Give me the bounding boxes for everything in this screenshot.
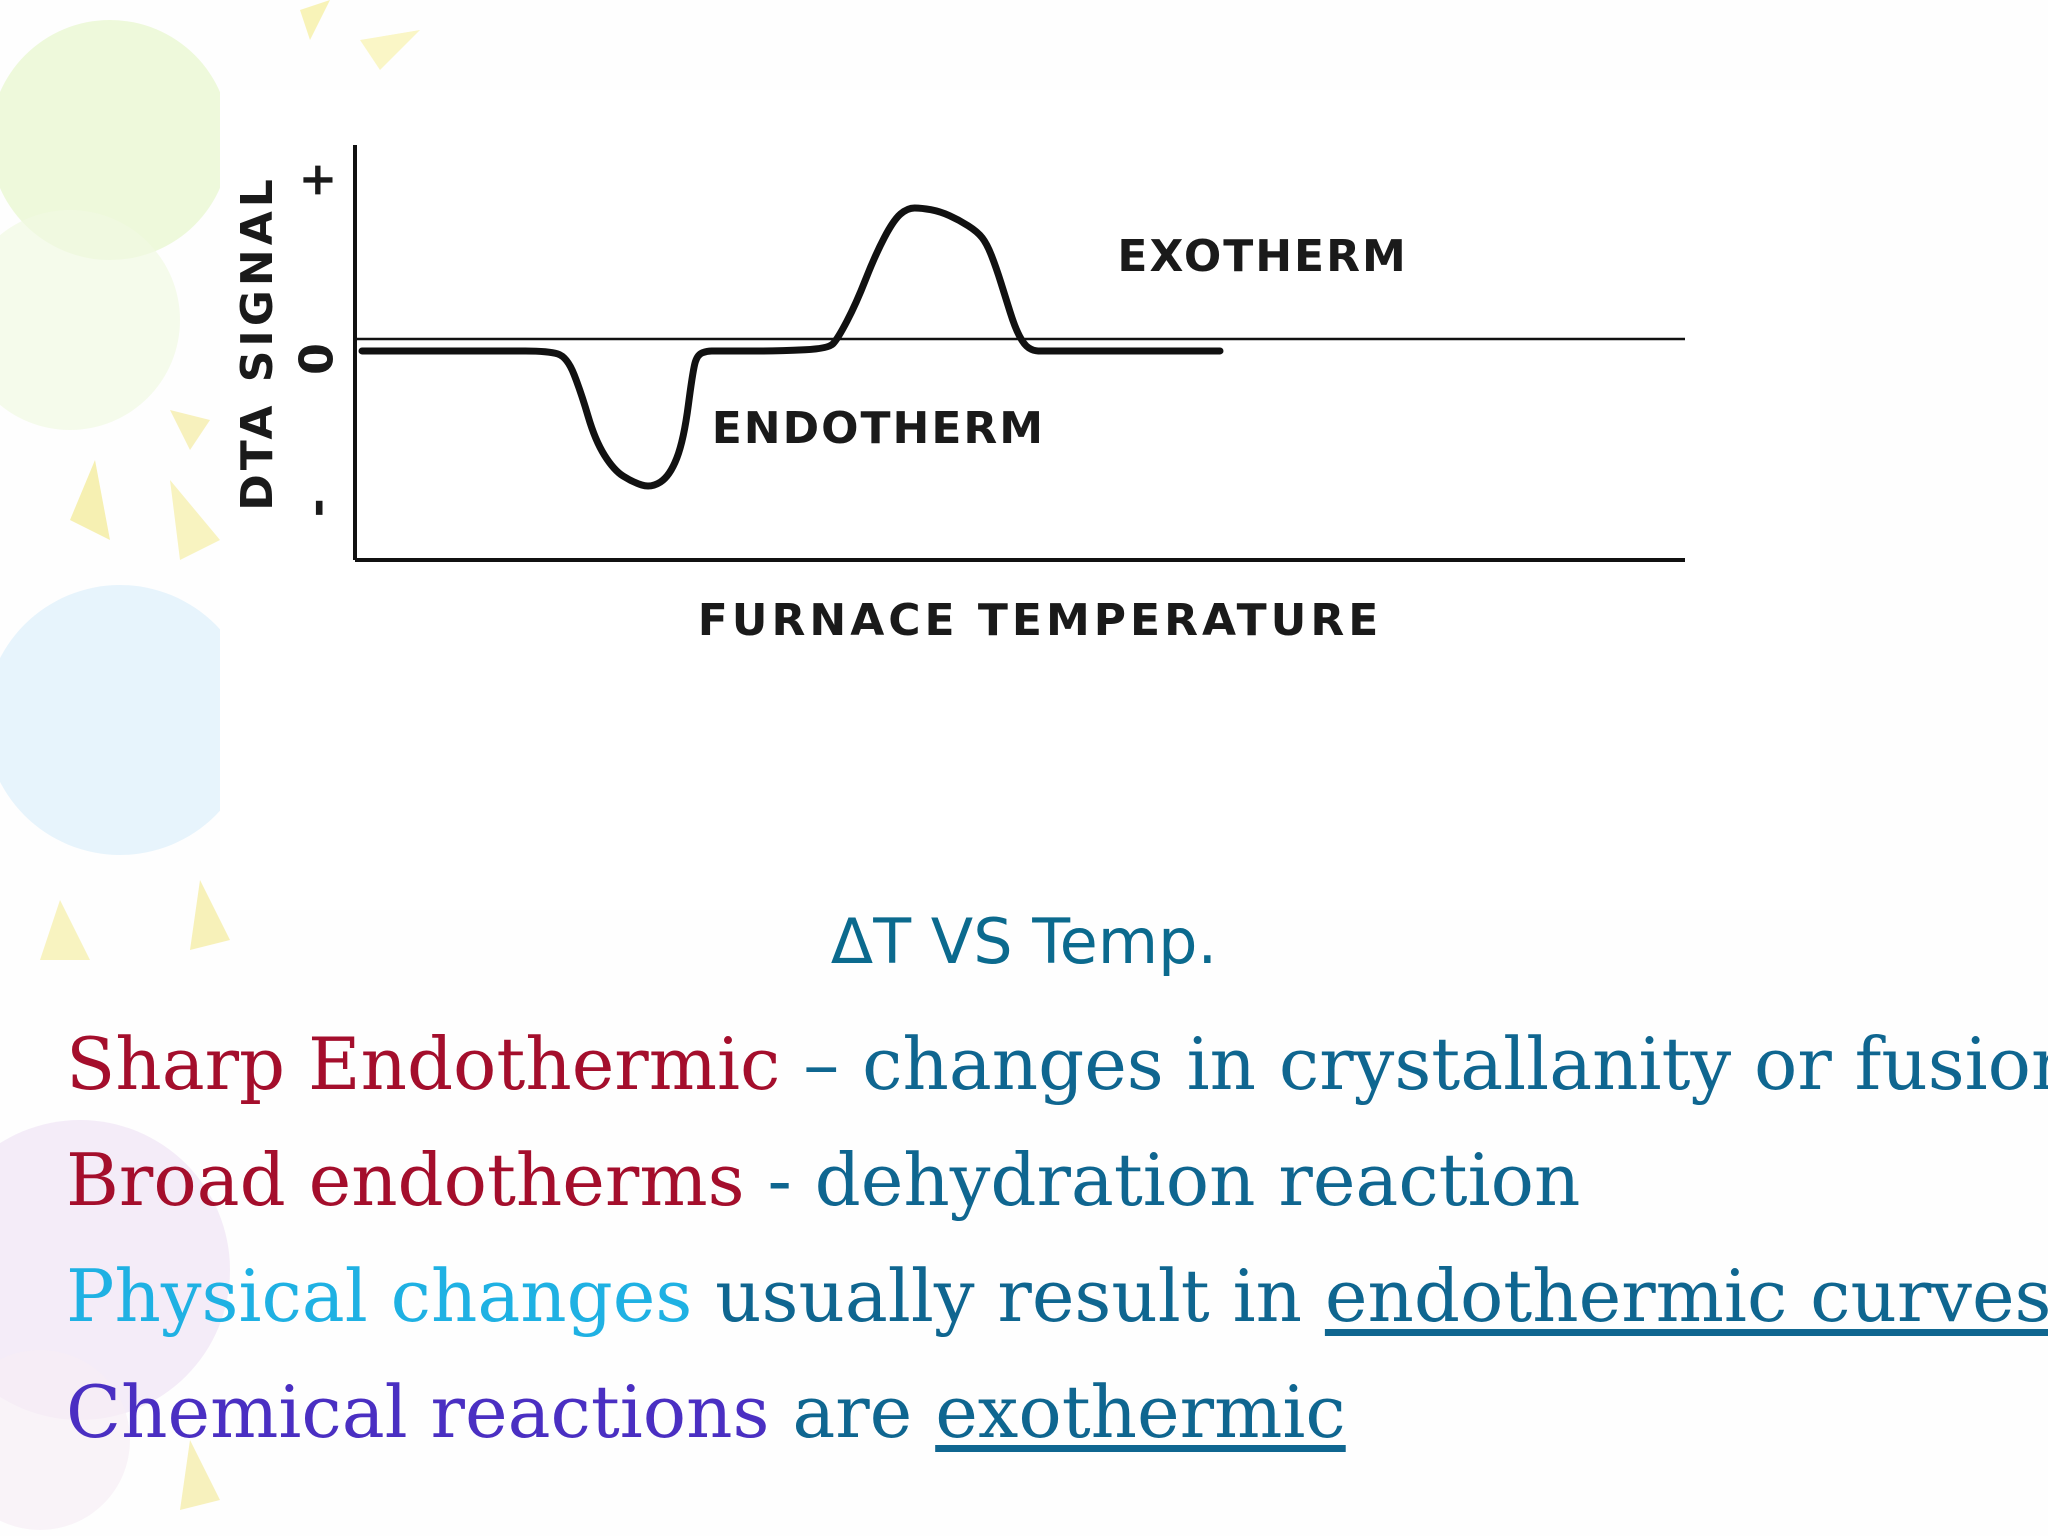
- deco-ray: [360, 30, 420, 70]
- label-layer: +0 -DTA SIGNAL FURNACE TEMPERATURE EXOTHERM…: [232, 161, 1407, 646]
- x-axis-label: FURNACE TEMPERATURE: [698, 595, 1383, 646]
- deco-ray: [70, 460, 110, 540]
- y-axis-label: DTA SIGNAL: [232, 175, 283, 511]
- line-4-part-1: Chemical reactions: [66, 1370, 770, 1454]
- line-3-part-3: endothermic curves: [1324, 1254, 2048, 1338]
- deco-blue-blob: [0, 585, 255, 855]
- bullet-line-3: Physical changes usually result in endot…: [66, 1254, 2048, 1338]
- line-2-part-1: Broad endotherms: [66, 1138, 768, 1222]
- deco-ray: [190, 880, 230, 950]
- y-tick-label: 0: [290, 343, 344, 375]
- deco-pink-blob: [0, 1350, 130, 1530]
- line-4-part-3: exothermic: [935, 1370, 1346, 1454]
- deco-ray: [300, 0, 330, 40]
- deco-ray: [180, 1440, 220, 1510]
- bullet-line-2: Broad endotherms - dehydration reaction: [66, 1138, 1580, 1222]
- dta-curve: [358, 204, 1224, 490]
- deco-ray: [170, 410, 210, 450]
- line-1-part-1: Sharp Endothermic: [66, 1022, 781, 1106]
- line-2-part-2: - dehydration reaction: [767, 1138, 1581, 1222]
- dta-chart: +0 -DTA SIGNAL FURNACE TEMPERATURE EXOTHERM…: [232, 145, 1685, 646]
- line-1-part-2: – changes in crystallanity or fusion: [780, 1022, 2048, 1106]
- annotation-exotherm: EXOTHERM: [1117, 231, 1407, 282]
- bullet-line-1: Sharp Endothermic – changes in crystalla…: [66, 1022, 2048, 1106]
- y-tick-label: -: [290, 498, 344, 517]
- line-4-part-2: are: [769, 1370, 936, 1454]
- deco-ray: [40, 900, 90, 960]
- deco-green-blob: [0, 20, 230, 260]
- deco-lavender-blob: [0, 1120, 230, 1420]
- line-3-part-2: usually result in: [692, 1254, 1325, 1338]
- y-tick-label: +: [290, 161, 344, 200]
- line-3-part-1: Physical changes: [66, 1254, 693, 1338]
- annotation-endotherm: ENDOTHERM: [712, 403, 1045, 454]
- bullet-line-4: Chemical reactions are exothermic: [66, 1370, 1346, 1454]
- series-layer: [358, 204, 1224, 490]
- deco-ray: [170, 480, 220, 560]
- deco-green-blob-2: [0, 210, 180, 430]
- chart-caption: ΔT VS Temp.: [830, 905, 1218, 978]
- chart-panel: +0 - DTA SIGNAL FURNACE TEMPERATURE EXOTHERM…: [220, 90, 1820, 910]
